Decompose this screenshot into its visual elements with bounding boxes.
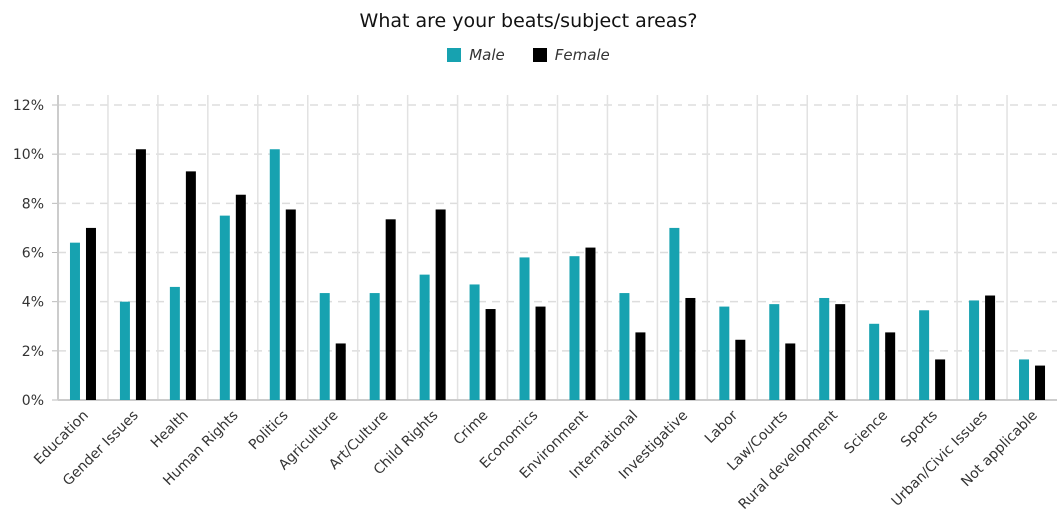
x-tick-label: Urban/Civic Issues [889, 408, 991, 510]
bar-male [969, 300, 980, 400]
bar-female [285, 209, 296, 400]
bar-male [869, 323, 880, 400]
y-tick-label: 12% [13, 98, 44, 114]
bar-female [785, 343, 796, 400]
bar-female [335, 343, 346, 400]
bar-female [985, 295, 996, 400]
bar-male [369, 293, 380, 400]
bar-male [569, 256, 580, 400]
chart-title: What are your beats/subject areas? [359, 10, 698, 32]
bar-female [85, 227, 96, 400]
x-tick-label: Health [148, 408, 192, 452]
bar-female [685, 297, 696, 400]
y-tick-label: 2% [22, 344, 44, 360]
bar-female [935, 359, 946, 400]
bar-female [735, 339, 746, 400]
bar-female [585, 247, 596, 400]
bar-female [535, 306, 546, 400]
legend: Male Female [0, 46, 1057, 64]
bar-female [835, 304, 846, 400]
bar-female [235, 194, 246, 400]
bar-male [319, 293, 330, 400]
y-tick-label: 6% [22, 246, 44, 262]
legend-label-male: Male [469, 46, 505, 64]
bar-male [719, 306, 730, 400]
legend-item-female: Female [532, 46, 610, 64]
legend-item-male: Male [447, 46, 505, 64]
x-tick-label: Science [841, 408, 891, 458]
x-tick-label: Politics [246, 408, 292, 454]
bar-male [519, 257, 530, 400]
legend-swatch-male [447, 48, 462, 62]
bar-female [1035, 365, 1046, 400]
bar-male [69, 242, 80, 400]
bar-female [885, 332, 896, 400]
bar-female [435, 209, 446, 400]
x-tick-label: Sports [898, 408, 941, 451]
bar-male [269, 149, 280, 400]
bar-female [135, 149, 146, 400]
legend-label-female: Female [554, 46, 610, 64]
bar-male [1019, 359, 1030, 400]
legend-swatch-female [532, 48, 547, 62]
y-tick-label: 10% [13, 147, 44, 163]
bar-male [419, 274, 430, 400]
bar-male [619, 293, 630, 400]
bar-male [469, 284, 480, 400]
y-tick-label: 8% [22, 196, 44, 212]
y-tick-label: 0% [22, 393, 44, 409]
bar-female [385, 219, 396, 400]
bar-male [119, 301, 130, 400]
bar-female [635, 332, 646, 400]
bar-male [769, 304, 780, 400]
bar-male [219, 215, 230, 400]
bar-female [185, 171, 196, 400]
bar-male [919, 310, 930, 400]
x-tick-label: Rural development [736, 407, 842, 513]
bar-male [819, 297, 830, 400]
x-tick-label: Crime [451, 408, 492, 449]
y-tick-label: 4% [22, 295, 44, 311]
bar-female [485, 309, 496, 400]
x-tick-label: Labor [702, 407, 741, 446]
bar-male [669, 227, 680, 400]
bar-male [169, 286, 180, 400]
